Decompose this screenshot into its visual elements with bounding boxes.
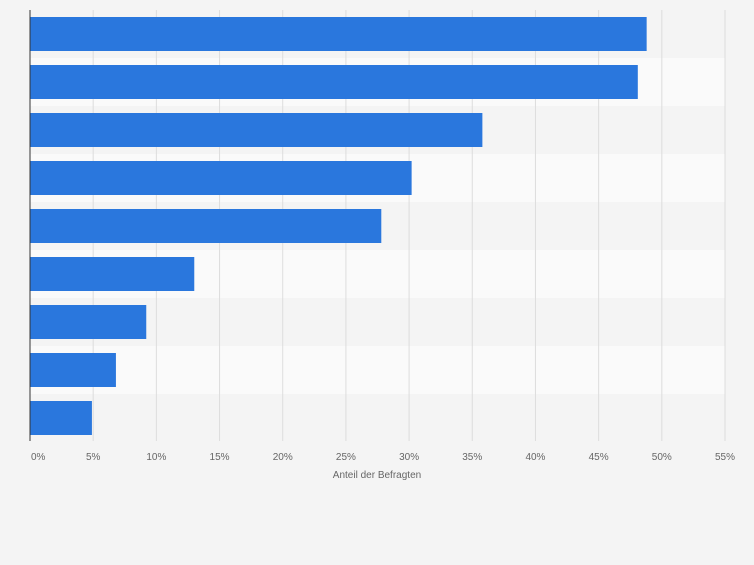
x-tick-label: 10% [146,452,166,463]
row-band [30,394,725,442]
bar[interactable] [30,353,116,387]
x-axis-title: Anteil der Befragten [333,470,421,481]
x-tick-label: 55% [715,452,735,463]
x-tick-label: 5% [86,452,101,463]
x-tick-label: 15% [210,452,230,463]
bar[interactable] [30,305,147,339]
bar[interactable] [30,161,412,195]
x-tick-label: 45% [589,452,609,463]
x-tick-label: 20% [273,452,293,463]
bar[interactable] [30,257,195,291]
x-tick-labels: 0% 5% 10% 15% 20% 25% 30% 35% 40% 45% 50% 55% [31,452,735,463]
x-tick-label: 35% [462,452,482,463]
x-tick-label: 40% [525,452,545,463]
x-tick-label: 30% [399,452,419,463]
row-band [30,346,725,394]
bars [30,17,647,435]
bar[interactable] [30,401,92,435]
bar[interactable] [30,209,382,243]
x-tick-label: 25% [336,452,356,463]
bar[interactable] [30,17,647,51]
x-tick-label: 0% [31,452,46,463]
bar[interactable] [30,113,483,147]
bar[interactable] [30,65,638,99]
x-tick-label: 50% [652,452,672,463]
